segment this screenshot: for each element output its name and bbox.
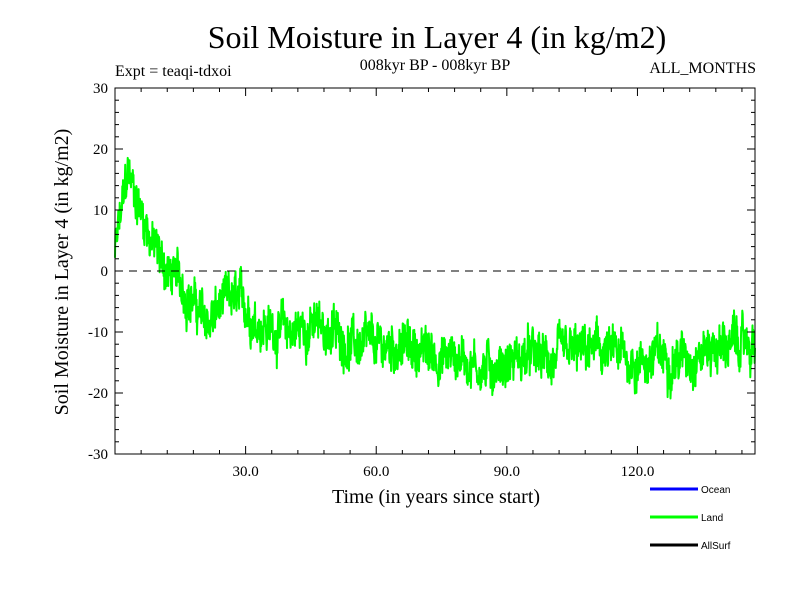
- y-tick-label: 0: [101, 264, 109, 280]
- y-tick-label: 20: [93, 142, 108, 158]
- legend: Ocean Land AllSurf: [650, 485, 731, 552]
- series-line-land: [114, 156, 756, 400]
- axis-ticks: -30 -20 -10 0 10 20 30 30.0 60.0 90.0 120.0: [88, 81, 755, 480]
- series-layer: [114, 156, 756, 400]
- months-label: ALL_MONTHS: [649, 60, 756, 77]
- y-axis-label: Soil Moisture in Layer 4 (in kg/m2): [51, 129, 73, 416]
- y-tick-label: -10: [88, 325, 108, 341]
- x-tick-label: 30.0: [232, 464, 258, 480]
- x-tick-label: 90.0: [494, 464, 520, 480]
- experiment-label: Expt = teaqi-tdxoi: [115, 63, 232, 80]
- y-tick-label: -20: [88, 386, 108, 402]
- y-tick-label: -30: [88, 447, 108, 463]
- period-label: 008kyr BP - 008kyr BP: [360, 57, 511, 74]
- y-tick-label: 30: [93, 81, 108, 97]
- x-tick-label: 120.0: [621, 464, 655, 480]
- legend-label-allsurf: AllSurf: [701, 541, 731, 552]
- x-tick-label: 60.0: [363, 464, 389, 480]
- chart-title: Soil Moisture in Layer 4 (in kg/m2): [208, 19, 667, 55]
- x-axis-label: Time (in years since start): [332, 486, 540, 508]
- plot-frame: [114, 87, 756, 455]
- legend-label-ocean: Ocean: [701, 485, 730, 496]
- legend-label-land: Land: [701, 513, 723, 524]
- plot-area: -30 -20 -10 0 10 20 30 30.0 60.0 90.0 120.0: [88, 81, 756, 480]
- y-tick-label: 10: [93, 203, 108, 219]
